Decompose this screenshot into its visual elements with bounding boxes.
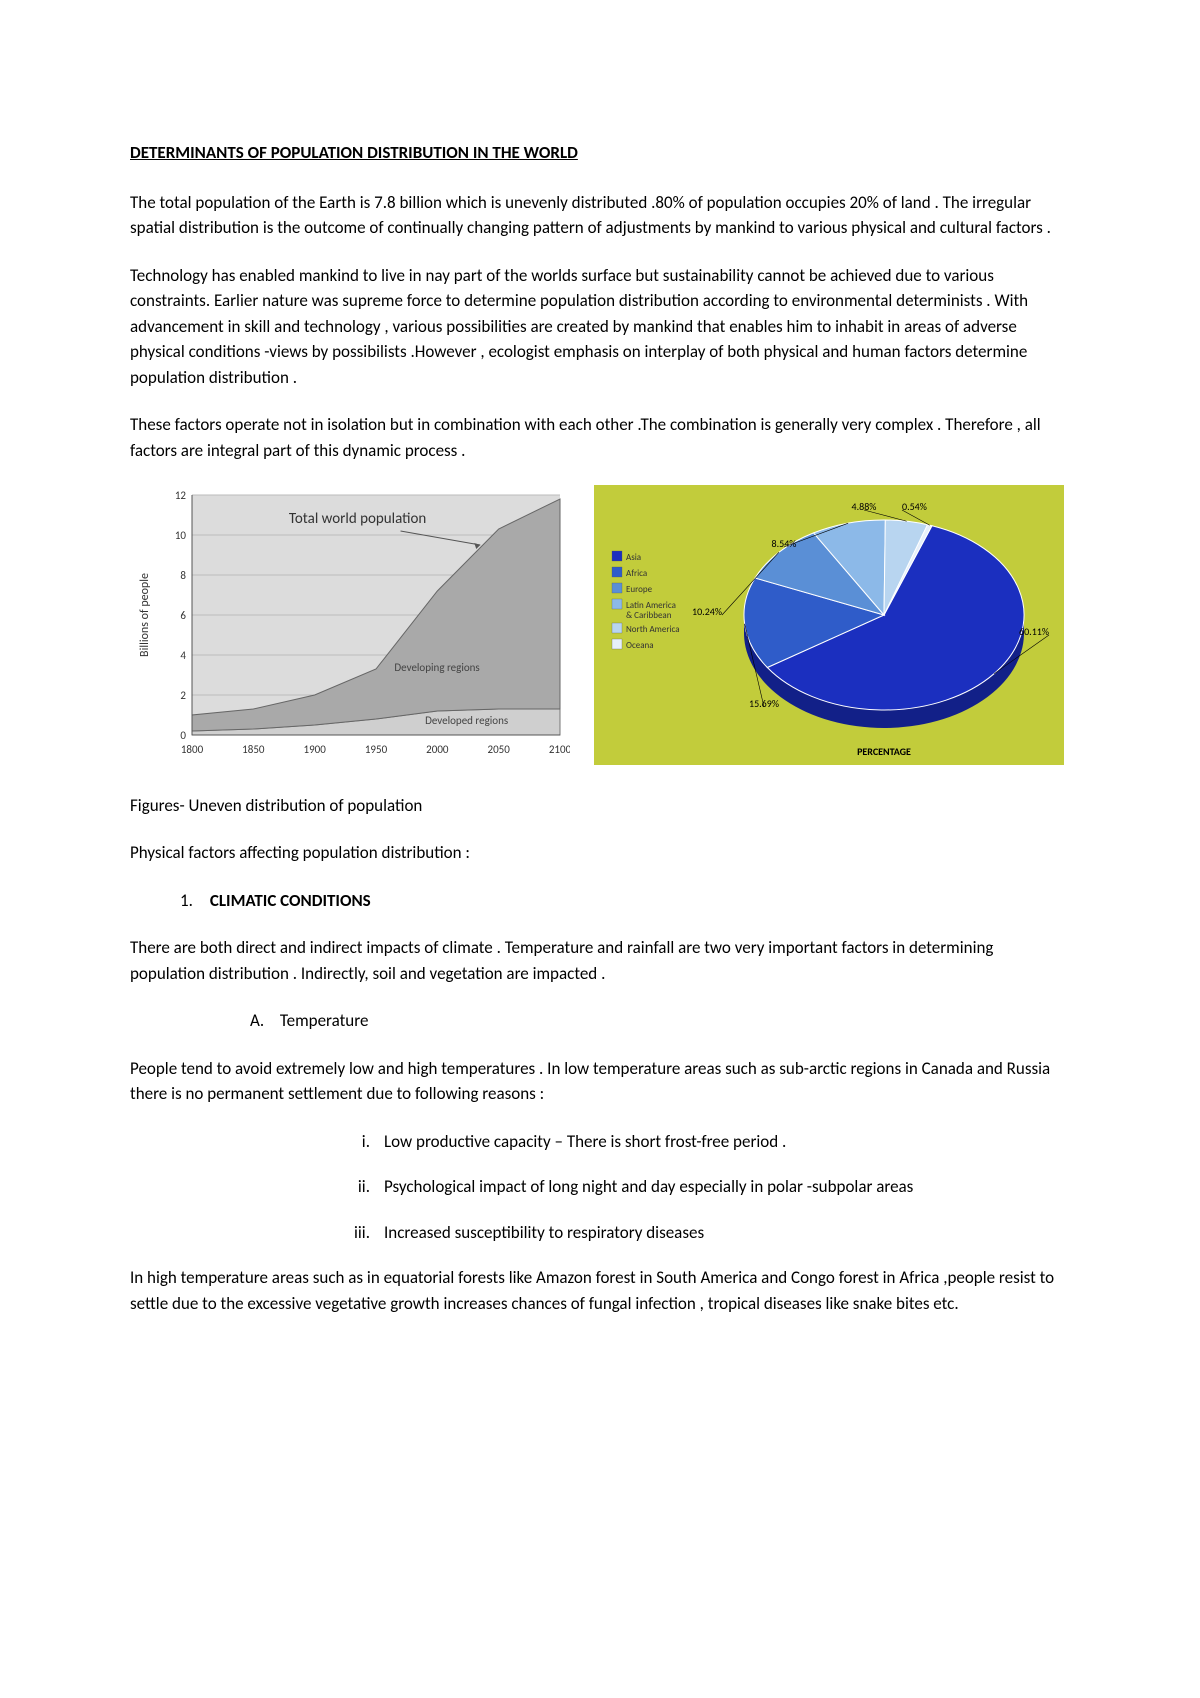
svg-text:Developing regions: Developing regions <box>394 661 479 674</box>
svg-text:Oceana: Oceana <box>626 640 654 651</box>
svg-text:4: 4 <box>180 649 186 662</box>
roman-item-i: i. Low productive capacity – There is sh… <box>340 1129 1070 1155</box>
svg-text:Africa: Africa <box>626 568 647 579</box>
roman-item-ii-text: Psychological impact of long night and d… <box>384 1174 1070 1200</box>
svg-text:Asia: Asia <box>626 552 641 563</box>
svg-text:0.54%: 0.54% <box>902 500 927 513</box>
list-number: 1. <box>180 888 206 914</box>
paragraph-3: These factors operate not in isolation b… <box>130 412 1070 463</box>
roman-number: i. <box>340 1129 384 1155</box>
list-item-a: A. Temperature <box>250 1008 1070 1034</box>
figure-caption: Figures- Uneven distribution of populati… <box>130 793 1070 819</box>
paragraph-1: The total population of the Earth is 7.8… <box>130 190 1070 241</box>
svg-text:8.54%: 8.54% <box>772 537 797 550</box>
paragraph-4: There are both direct and indirect impac… <box>130 935 1070 986</box>
svg-text:1950: 1950 <box>365 743 388 756</box>
svg-text:Total world population: Total world population <box>289 510 426 528</box>
list-item-1-text: CLIMATIC CONDITIONS <box>210 890 371 911</box>
svg-text:4.88%: 4.88% <box>852 500 877 513</box>
svg-text:1900: 1900 <box>304 743 327 756</box>
roman-number: iii. <box>340 1220 384 1246</box>
svg-text:2: 2 <box>180 689 186 702</box>
svg-text:12: 12 <box>175 489 187 502</box>
svg-text:8: 8 <box>180 569 186 582</box>
paragraph-6: In high temperature areas such as in equ… <box>130 1265 1070 1316</box>
list-item-1: 1. CLIMATIC CONDITIONS <box>180 888 1070 914</box>
svg-text:10: 10 <box>175 529 187 542</box>
svg-text:2000: 2000 <box>426 743 449 756</box>
roman-number: ii. <box>340 1174 384 1200</box>
area-chart: 0 2 4 6 8 10 12 1800 1850 1900 1950 2000 2050 2100 Bil… <box>130 485 570 773</box>
figure-row: 0 2 4 6 8 10 12 1800 1850 1900 1950 2000 2050 2100 Bil… <box>130 485 1070 773</box>
paragraph-2: Technology has enabled mankind to live i… <box>130 263 1070 391</box>
roman-item-ii: ii. Psychological impact of long night a… <box>340 1174 1070 1200</box>
roman-item-iii-text: Increased susceptibility to respiratory … <box>384 1220 1070 1246</box>
page-title: DETERMINANTS OF POPULATION DISTRIBUTION … <box>130 140 1070 166</box>
svg-text:& Caribbean: & Caribbean <box>626 610 672 621</box>
svg-text:6: 6 <box>180 609 186 622</box>
svg-text:60.11%: 60.11% <box>1019 625 1049 638</box>
pie-chart: 60.11% 15.69% 10.24% 8.54% 4.88% 0.54% Asia Afr… <box>594 485 1064 773</box>
paragraph-5: People tend to avoid extremely low and h… <box>130 1056 1070 1107</box>
subheading-physical: Physical factors affecting population di… <box>130 840 1070 866</box>
svg-text:2100: 2100 <box>549 743 570 756</box>
svg-text:Europe: Europe <box>626 584 653 595</box>
svg-text:1800: 1800 <box>181 743 204 756</box>
svg-text:0: 0 <box>180 729 186 742</box>
svg-text:15.69%: 15.69% <box>749 697 779 710</box>
svg-text:10.24%: 10.24% <box>692 605 722 618</box>
svg-text:PERCENTAGE: PERCENTAGE <box>857 745 911 758</box>
roman-item-i-text: Low productive capacity – There is short… <box>384 1129 1070 1155</box>
svg-text:2050: 2050 <box>488 743 511 756</box>
roman-list: i. Low productive capacity – There is sh… <box>340 1129 1070 1246</box>
svg-text:North America: North America <box>626 624 680 635</box>
svg-text:Billions of people: Billions of people <box>138 573 152 657</box>
svg-text:1850: 1850 <box>242 743 265 756</box>
list-item-a-text: Temperature <box>280 1010 369 1031</box>
list-letter: A. <box>250 1008 276 1034</box>
roman-item-iii: iii. Increased susceptibility to respira… <box>340 1220 1070 1246</box>
svg-text:Developed regions: Developed regions <box>425 714 508 727</box>
